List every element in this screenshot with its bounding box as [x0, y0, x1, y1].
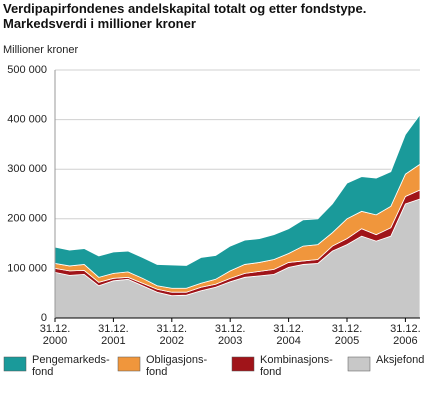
y-axis-label: Millioner kroner — [3, 44, 79, 56]
y-tick-label: 0 — [41, 312, 47, 324]
legend-label: Pengemarkeds- fond — [32, 354, 110, 378]
chart-title: Verdipapirfondenes andelskapital totalt … — [3, 1, 367, 31]
y-tick-label: 500 000 — [7, 64, 47, 76]
legend-label: Obligasjons- fond — [146, 354, 208, 378]
x-tick-label: 31.12. 2005 — [331, 323, 363, 347]
x-tick-label: 31.12. 2002 — [156, 323, 188, 347]
x-tick-label: 31.12. 2006 — [390, 323, 421, 347]
legend-swatch — [231, 356, 255, 372]
legend-swatch — [117, 356, 141, 372]
legend-label: Kombinasjons- fond — [260, 354, 333, 378]
x-tick-label: 31.12. 2003 — [214, 323, 246, 347]
x-tick-label: 31.12. 2000 — [39, 323, 71, 347]
x-tick-label: 31.12. 2001 — [98, 323, 129, 347]
y-tick-label: 400 000 — [7, 114, 47, 126]
x-tick-label: 31.12. 2004 — [273, 323, 304, 347]
y-tick-label: 100 000 — [7, 262, 47, 274]
legend-label: Aksjefond — [376, 354, 425, 366]
y-tick-label: 200 000 — [7, 213, 47, 225]
legend-swatch — [3, 356, 27, 372]
legend-swatch — [347, 356, 371, 372]
y-tick-label: 300 000 — [7, 163, 47, 175]
area — [54, 113, 421, 289]
